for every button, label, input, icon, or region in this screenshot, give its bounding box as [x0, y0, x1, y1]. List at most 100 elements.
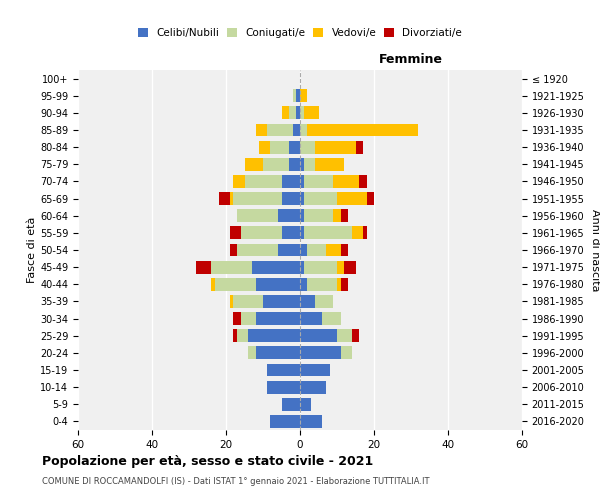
Bar: [300, 346, 341, 360]
Bar: [233, 175, 245, 188]
Bar: [230, 295, 233, 308]
Bar: [304, 158, 315, 170]
Bar: [307, 124, 418, 136]
Bar: [245, 158, 263, 170]
Bar: [293, 90, 296, 102]
Bar: [344, 260, 355, 274]
Bar: [304, 210, 334, 222]
Bar: [300, 330, 337, 342]
Bar: [300, 364, 329, 376]
Bar: [300, 295, 315, 308]
Bar: [315, 295, 334, 308]
Bar: [230, 244, 237, 256]
Bar: [296, 106, 300, 120]
Y-axis label: Anni di nascita: Anni di nascita: [590, 209, 600, 291]
Bar: [300, 210, 304, 222]
Bar: [263, 158, 289, 170]
Bar: [300, 90, 307, 102]
Bar: [355, 140, 363, 153]
Bar: [367, 192, 374, 205]
Bar: [267, 124, 293, 136]
Bar: [337, 192, 367, 205]
Bar: [266, 364, 300, 376]
Bar: [233, 312, 241, 325]
Bar: [230, 192, 233, 205]
Bar: [341, 346, 352, 360]
Bar: [293, 124, 300, 136]
Bar: [289, 106, 296, 120]
Bar: [233, 295, 263, 308]
Bar: [352, 330, 359, 342]
Bar: [359, 175, 367, 188]
Bar: [241, 312, 256, 325]
Bar: [259, 140, 271, 153]
Bar: [304, 226, 352, 239]
Bar: [245, 175, 281, 188]
Legend: Celibi/Nubili, Coniugati/e, Vedovi/e, Divorziati/e: Celibi/Nubili, Coniugati/e, Vedovi/e, Di…: [138, 28, 462, 38]
Bar: [289, 158, 300, 170]
Bar: [256, 346, 300, 360]
Bar: [271, 415, 300, 428]
Bar: [211, 278, 215, 290]
Bar: [241, 226, 281, 239]
Bar: [237, 210, 278, 222]
Bar: [266, 380, 300, 394]
Bar: [341, 244, 348, 256]
Bar: [271, 140, 289, 153]
Bar: [296, 90, 300, 102]
Bar: [263, 295, 300, 308]
Bar: [307, 244, 326, 256]
Bar: [230, 226, 241, 239]
Bar: [300, 398, 311, 410]
Bar: [363, 226, 367, 239]
Bar: [300, 175, 304, 188]
Bar: [237, 244, 278, 256]
Bar: [300, 260, 304, 274]
Bar: [315, 158, 344, 170]
Bar: [278, 244, 300, 256]
Bar: [289, 140, 300, 153]
Bar: [326, 244, 341, 256]
Bar: [281, 175, 300, 188]
Bar: [252, 260, 300, 274]
Bar: [218, 192, 230, 205]
Bar: [300, 192, 304, 205]
Bar: [300, 415, 322, 428]
Bar: [233, 330, 237, 342]
Bar: [300, 278, 307, 290]
Bar: [304, 192, 337, 205]
Bar: [248, 330, 300, 342]
Bar: [304, 175, 334, 188]
Bar: [281, 226, 300, 239]
Bar: [304, 106, 319, 120]
Bar: [281, 398, 300, 410]
Bar: [337, 330, 352, 342]
Bar: [315, 140, 355, 153]
Bar: [248, 346, 256, 360]
Bar: [322, 312, 341, 325]
Bar: [196, 260, 211, 274]
Bar: [341, 278, 348, 290]
Bar: [256, 278, 300, 290]
Bar: [337, 278, 341, 290]
Bar: [300, 124, 307, 136]
Bar: [278, 210, 300, 222]
Bar: [233, 192, 281, 205]
Bar: [300, 226, 304, 239]
Text: Femmine: Femmine: [379, 54, 443, 66]
Bar: [237, 330, 248, 342]
Bar: [300, 312, 322, 325]
Bar: [337, 260, 344, 274]
Bar: [334, 210, 341, 222]
Bar: [352, 226, 363, 239]
Bar: [307, 278, 337, 290]
Bar: [281, 192, 300, 205]
Bar: [281, 106, 289, 120]
Text: COMUNE DI ROCCAMANDOLFI (IS) - Dati ISTAT 1° gennaio 2021 - Elaborazione TUTTITA: COMUNE DI ROCCAMANDOLFI (IS) - Dati ISTA…: [42, 478, 430, 486]
Bar: [341, 210, 348, 222]
Bar: [300, 140, 315, 153]
Bar: [300, 106, 304, 120]
Bar: [256, 312, 300, 325]
Bar: [215, 278, 256, 290]
Bar: [334, 175, 359, 188]
